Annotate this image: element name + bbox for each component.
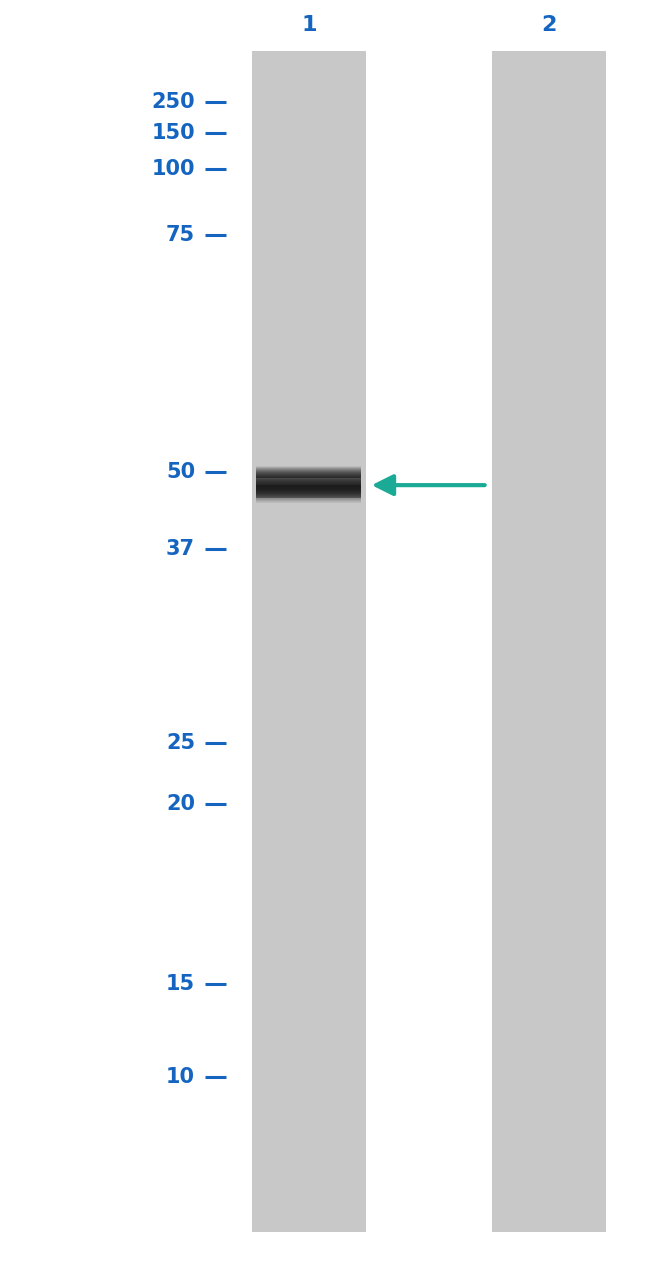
- Bar: [256, 488, 361, 489]
- Bar: [256, 469, 361, 470]
- Text: 2: 2: [541, 15, 557, 36]
- Bar: [256, 500, 361, 502]
- Text: 1: 1: [301, 15, 317, 36]
- Bar: [256, 486, 361, 488]
- Bar: [256, 483, 361, 484]
- Bar: [256, 498, 361, 499]
- Bar: [256, 497, 361, 499]
- Text: 20: 20: [166, 794, 195, 814]
- Text: 100: 100: [151, 159, 195, 179]
- Text: 25: 25: [166, 733, 195, 753]
- Bar: [256, 479, 361, 480]
- Bar: [256, 481, 361, 484]
- Text: 250: 250: [151, 91, 195, 112]
- Bar: [256, 490, 361, 491]
- Text: 37: 37: [166, 538, 195, 559]
- Bar: [256, 489, 361, 491]
- Bar: [256, 471, 361, 472]
- Bar: [256, 466, 361, 469]
- Bar: [256, 480, 361, 481]
- Bar: [256, 481, 361, 483]
- Bar: [256, 466, 361, 467]
- Bar: [256, 493, 361, 495]
- Bar: [493, 51, 606, 1232]
- Bar: [256, 476, 361, 478]
- Bar: [256, 475, 361, 476]
- Bar: [256, 470, 361, 471]
- Bar: [256, 478, 361, 479]
- Bar: [256, 485, 361, 486]
- Bar: [256, 502, 361, 503]
- Text: 15: 15: [166, 974, 195, 994]
- Bar: [256, 472, 361, 474]
- Bar: [256, 503, 361, 504]
- Bar: [256, 470, 361, 472]
- Bar: [256, 494, 361, 495]
- Bar: [256, 491, 361, 493]
- Bar: [256, 467, 361, 469]
- Bar: [252, 51, 365, 1232]
- Text: 50: 50: [166, 462, 195, 483]
- Bar: [256, 499, 361, 500]
- Bar: [256, 474, 361, 476]
- Bar: [256, 495, 361, 497]
- Bar: [256, 484, 361, 485]
- Bar: [256, 485, 361, 488]
- Text: 150: 150: [151, 123, 195, 144]
- Bar: [256, 478, 361, 480]
- Text: 75: 75: [166, 225, 195, 245]
- Bar: [256, 500, 361, 503]
- Bar: [256, 497, 361, 498]
- Bar: [256, 474, 361, 475]
- Bar: [256, 489, 361, 490]
- Bar: [256, 493, 361, 494]
- Text: 10: 10: [166, 1067, 195, 1087]
